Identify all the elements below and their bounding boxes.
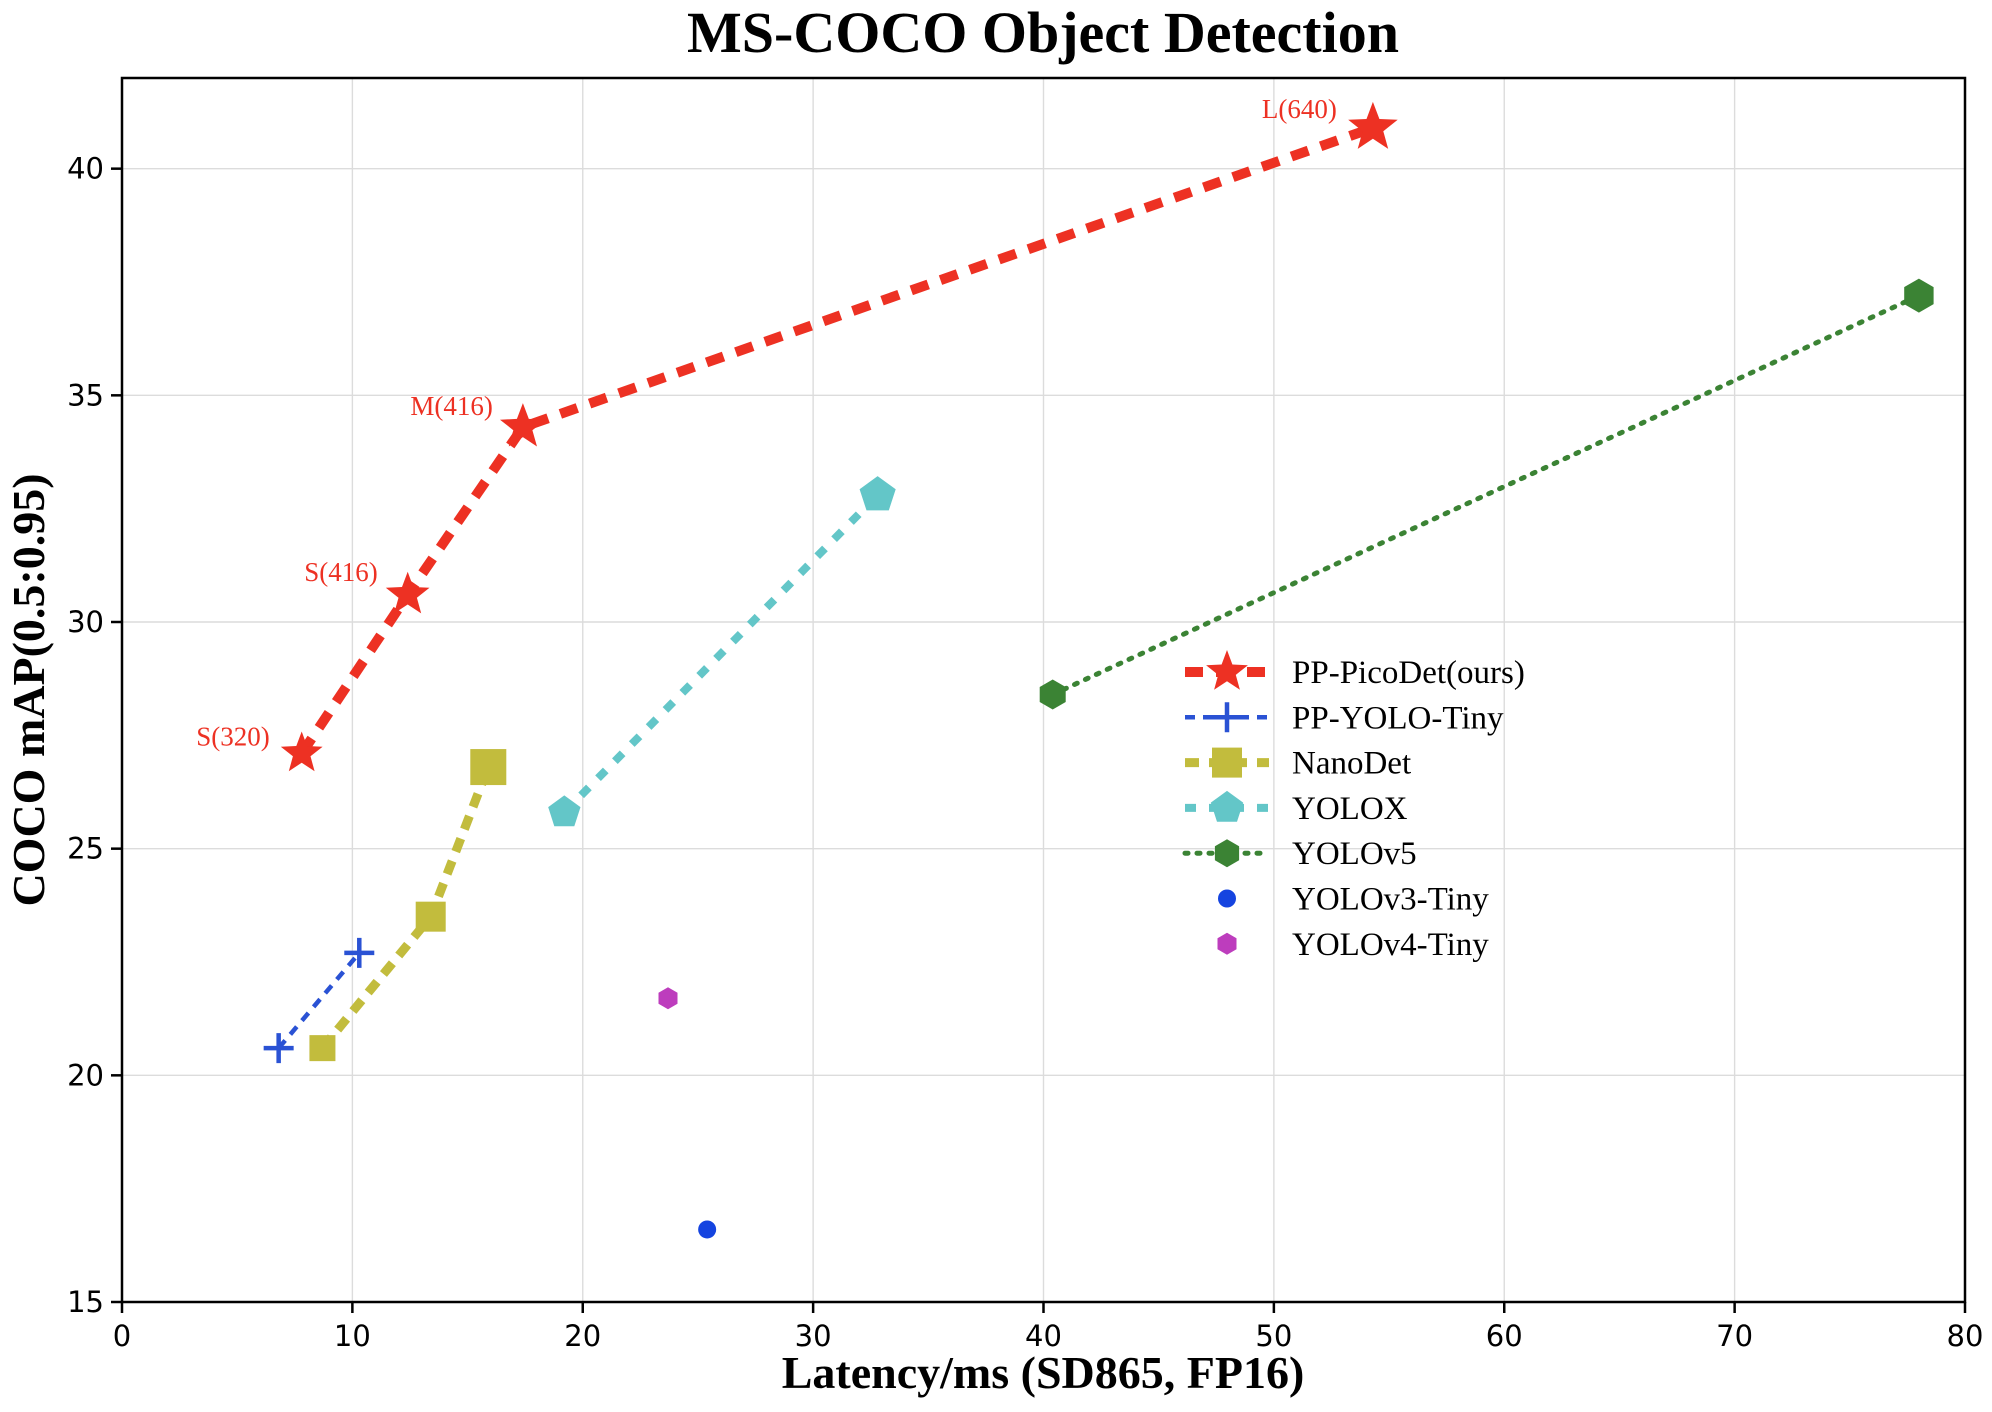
legend-label: YOLOv3-Tiny — [1292, 882, 1489, 918]
legend-item: PP-YOLO-Tiny — [1185, 700, 1504, 736]
legend-item: YOLOv4-Tiny — [1217, 927, 1489, 963]
marker-PP-YOLO-Tiny — [263, 1033, 294, 1064]
x-tick-label: 0 — [113, 1319, 131, 1353]
legend-item: NanoDet — [1185, 746, 1411, 782]
legend-marker-YOLOv4-Tiny — [1217, 932, 1237, 955]
legend-item: YOLOX — [1185, 790, 1408, 827]
marker-NanoDet — [470, 749, 507, 786]
legend: PP-PicoDet(ours) PP-YOLO-Tiny NanoDet YOLOX… — [1182, 650, 1525, 963]
marker-YOLOX — [859, 476, 896, 511]
legend-marker-YOLOv5 — [1214, 839, 1240, 868]
y-axis-label: COCO mAP(0.5:0.95) — [3, 473, 54, 906]
marker-YOLOX — [548, 795, 581, 827]
legend-marker-NanoDet — [1212, 747, 1242, 778]
legend-marker-YOLOX — [1210, 790, 1244, 822]
series-line-PP-PicoDet(ours) — [297, 123, 1375, 757]
x-tick-label: 70 — [1716, 1319, 1753, 1353]
y-tick-label: 30 — [67, 605, 104, 639]
legend-label: PP-PicoDet(ours) — [1292, 655, 1525, 691]
legend-item: YOLOv5 — [1182, 836, 1417, 872]
point-annotation: L(640) — [1262, 94, 1337, 124]
plot-area: S(320) S(416) M(416) L(640) PP-PicoDet(ours)… — [67, 76, 1984, 1353]
x-tick-label: 40 — [1025, 1319, 1062, 1353]
series-line-NanoDet — [318, 765, 493, 1051]
point-annotation: S(320) — [196, 722, 270, 752]
marker-YOLOv4-Tiny — [658, 987, 678, 1010]
x-tick-label: 60 — [1486, 1319, 1523, 1353]
marker-PP-PicoDet(ours) — [385, 571, 430, 614]
series-line-YOLOv5 — [1050, 293, 1922, 697]
x-axis-label: Latency/ms (SD865, FP16) — [782, 1347, 1305, 1398]
legend-marker-PP-PicoDet(ours) — [1206, 650, 1248, 690]
x-tick-label: 20 — [564, 1319, 601, 1353]
marker-PP-YOLO-Tiny — [344, 937, 375, 968]
legend-label: YOLOX — [1292, 791, 1408, 827]
y-tick-label: 25 — [67, 832, 104, 866]
x-tick-label: 80 — [1947, 1319, 1984, 1353]
marker-NanoDet — [415, 901, 446, 932]
marker-PP-PicoDet(ours) — [280, 731, 323, 772]
series-line-YOLOX — [561, 492, 881, 816]
marker-YOLOv5 — [1039, 679, 1066, 710]
point-annotation: S(416) — [304, 557, 378, 587]
y-tick-label: 15 — [67, 1285, 104, 1319]
series-line-PP-YOLO-Tiny — [276, 951, 362, 1050]
legend-marker-PP-YOLO-Tiny — [1212, 702, 1242, 733]
point-annotation: M(416) — [410, 391, 493, 421]
marker-NanoDet — [309, 1035, 336, 1062]
marker-PP-PicoDet(ours) — [1348, 101, 1398, 149]
marker-YOLOv3-Tiny — [698, 1220, 717, 1239]
y-tick-label: 35 — [67, 378, 104, 412]
legend-label: YOLOv5 — [1292, 836, 1417, 872]
y-tick-label: 20 — [67, 1058, 104, 1092]
x-tick-label: 10 — [334, 1319, 371, 1353]
legend-label: YOLOv4-Tiny — [1292, 927, 1489, 963]
legend-label: PP-YOLO-Tiny — [1292, 700, 1504, 736]
y-tick-label: 40 — [67, 152, 104, 186]
x-tick-label: 30 — [795, 1319, 832, 1353]
legend-item: YOLOv3-Tiny — [1218, 882, 1489, 918]
marker-PP-PicoDet(ours) — [500, 403, 546, 447]
marker-YOLOv5 — [1904, 278, 1934, 313]
legend-label: NanoDet — [1292, 746, 1411, 782]
chart-title: MS-COCO Object Detection — [687, 0, 1399, 65]
legend-marker-YOLOv3-Tiny — [1218, 889, 1236, 908]
x-tick-label: 50 — [1255, 1319, 1292, 1353]
legend-item: PP-PicoDet(ours) — [1185, 650, 1525, 691]
